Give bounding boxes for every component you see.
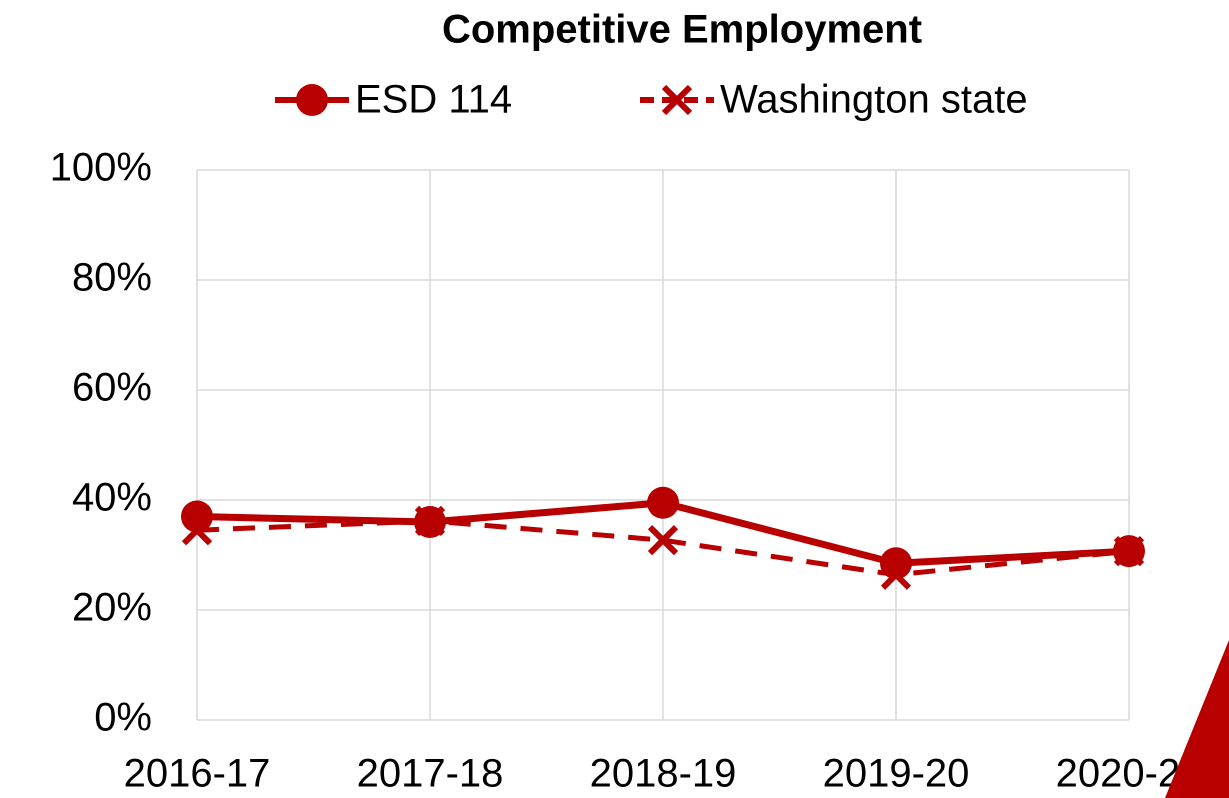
- y-tick-label: 100%: [50, 146, 152, 190]
- x-tick-label: 2017-18: [357, 752, 504, 796]
- legend-marker: [661, 84, 693, 116]
- x-tick-label: 2019-20: [823, 752, 970, 796]
- y-tick-label: 0%: [94, 696, 152, 740]
- series-line: [196, 518, 1130, 578]
- data-point: [414, 506, 446, 538]
- data-point: [647, 525, 679, 556]
- legend-label: Washington state: [720, 78, 1028, 122]
- data-point: [880, 547, 912, 580]
- x-tick-label: 2016-17: [124, 752, 271, 796]
- y-tick-label: 40%: [72, 476, 152, 520]
- data-point: [1113, 535, 1145, 568]
- data-point: [181, 500, 213, 533]
- chart-title: Competitive Employment: [442, 8, 922, 52]
- x-tick-label: 2018-19: [590, 752, 737, 796]
- legend-marker: [296, 84, 328, 116]
- y-tick-label: 60%: [72, 366, 152, 410]
- legend-label: ESD 114: [355, 78, 512, 122]
- y-tick-label: 80%: [72, 256, 152, 300]
- decoration: [1165, 640, 1229, 798]
- data-point: [647, 486, 679, 519]
- y-tick-label: 20%: [72, 586, 152, 630]
